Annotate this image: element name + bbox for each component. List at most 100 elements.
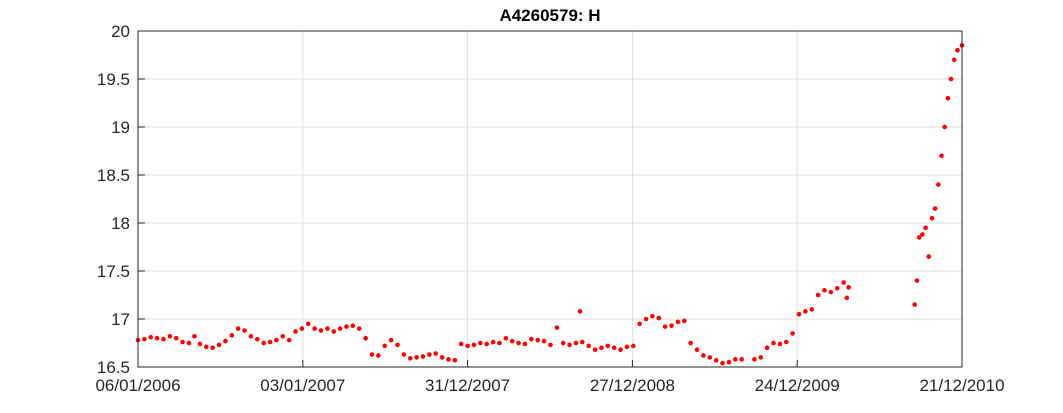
data-point <box>936 182 941 187</box>
data-point <box>229 333 235 338</box>
data-point <box>299 326 305 331</box>
y-tick-label: 20 <box>111 22 130 41</box>
data-point <box>624 344 630 350</box>
data-point <box>662 324 668 329</box>
data-point <box>916 235 922 240</box>
data-point <box>274 337 279 343</box>
data-point <box>942 124 948 130</box>
data-point <box>439 355 445 360</box>
data-point <box>637 321 642 327</box>
data-point <box>148 334 154 340</box>
data-point <box>790 331 795 336</box>
data-point <box>223 338 228 344</box>
data-point <box>573 340 579 346</box>
data-point <box>592 347 598 353</box>
y-axis-ticks: 16.5 17 17.5 18 18.5 19 19.5 20 <box>97 22 145 377</box>
data-point <box>631 343 636 349</box>
data-point <box>567 342 572 348</box>
data-point <box>376 353 381 358</box>
data-point <box>286 337 292 343</box>
data-point <box>828 289 834 295</box>
data-point <box>586 343 591 349</box>
data-point <box>771 340 776 346</box>
data-point <box>554 325 560 330</box>
data-point <box>433 351 439 356</box>
data-point <box>154 335 160 341</box>
data-point <box>955 47 960 53</box>
data-point <box>669 323 674 329</box>
data-point <box>471 342 477 348</box>
data-point <box>846 285 851 290</box>
data-point <box>242 328 247 333</box>
x-axis-ticks: 06/01/2006 03/01/2007 31/12/2007 27/12/2008… <box>95 360 1005 395</box>
data-point <box>305 321 311 327</box>
x-tick-label: 24/12/2009 <box>755 376 840 395</box>
data-point <box>951 57 957 63</box>
data-point <box>822 287 827 293</box>
data-point <box>732 357 738 362</box>
data-point <box>465 343 470 349</box>
data-point <box>261 340 266 346</box>
data-point <box>548 342 553 348</box>
data-point <box>414 355 419 360</box>
data-point <box>681 318 687 324</box>
y-tick-label: 17 <box>111 310 130 329</box>
data-point <box>739 357 744 362</box>
data-point <box>280 333 286 339</box>
data-point <box>161 336 166 342</box>
data-point <box>815 292 821 298</box>
data-point <box>701 353 706 358</box>
data-point <box>484 341 490 347</box>
data-point <box>382 343 388 349</box>
data-point <box>803 309 808 314</box>
data-point <box>522 341 528 347</box>
data-point <box>605 343 611 349</box>
x-tick-label: 03/01/2007 <box>260 376 345 395</box>
data-point <box>914 278 920 283</box>
y-tick-label: 16.5 <box>97 358 130 377</box>
data-point <box>420 354 426 359</box>
data-point <box>945 95 951 101</box>
data-point <box>707 355 713 360</box>
data-point <box>516 340 521 346</box>
data-point <box>844 295 850 301</box>
data-point <box>235 326 241 331</box>
data-point <box>834 285 840 291</box>
data-point <box>713 357 719 363</box>
plot-area <box>138 31 962 367</box>
data-point <box>490 339 496 345</box>
data-point <box>535 337 541 343</box>
data-point <box>325 326 330 331</box>
data-point <box>197 341 203 347</box>
data-point <box>577 309 583 314</box>
y-tick-label: 19 <box>111 118 130 137</box>
data-point <box>180 339 185 345</box>
data-point <box>458 341 464 347</box>
data-point <box>344 324 349 329</box>
data-point <box>611 345 617 351</box>
data-point <box>356 326 362 331</box>
data-point <box>254 336 260 342</box>
data-point <box>599 345 604 351</box>
data-point <box>142 336 147 342</box>
data-point <box>580 339 585 345</box>
data-point <box>318 328 324 333</box>
data-point <box>529 336 534 342</box>
data-point <box>407 356 413 361</box>
data-point <box>929 215 935 221</box>
data-point <box>618 347 623 353</box>
data-point <box>173 335 179 341</box>
y-tick-label: 18 <box>111 214 130 233</box>
data-point <box>509 338 515 344</box>
data-point <box>841 280 846 285</box>
data-point <box>809 307 815 312</box>
data-point <box>388 337 394 343</box>
data-point <box>939 153 944 159</box>
x-tick-label: 06/01/2006 <box>95 376 180 395</box>
data-point <box>350 323 356 329</box>
data-point <box>948 76 954 82</box>
data-point <box>541 338 547 344</box>
data-point <box>720 360 725 366</box>
data-point <box>726 359 732 365</box>
data-point <box>912 302 917 307</box>
